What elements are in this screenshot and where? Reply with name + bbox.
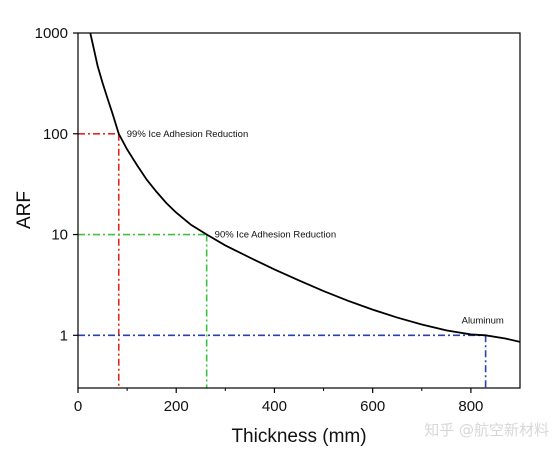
y-tick-label: 100 — [43, 126, 68, 143]
x-tick-label: 400 — [262, 398, 287, 415]
y-axis-title: ARF — [14, 191, 35, 229]
series-line-arf — [89, 32, 521, 343]
annotation-label: Aluminum — [462, 315, 504, 326]
annotations: 99% Ice Adhesion Reduction 90% Ice Adhesi… — [127, 129, 504, 327]
plot-frame — [77, 32, 521, 389]
y-tick-label: 10 — [51, 227, 68, 244]
annotation-label: 99% Ice Adhesion Reduction — [127, 129, 248, 140]
x-axis: 0 200 400 600 800 — [74, 388, 483, 415]
x-tick-label: 0 — [74, 398, 82, 415]
x-axis-title: Thickness (mm) — [231, 426, 366, 447]
x-tick-label: 600 — [360, 398, 385, 415]
y-tick-label: 1 — [60, 327, 68, 344]
annotation-label: 90% Ice Adhesion Reduction — [215, 230, 336, 241]
watermark-text: 知乎 @航空新材料 — [424, 421, 549, 439]
x-tick-label: 200 — [164, 398, 189, 415]
reference-lines — [78, 132, 487, 388]
y-tick-label: 1000 — [35, 25, 68, 42]
y-axis: 1 10 100 1000 — [35, 25, 78, 344]
x-tick-label: 800 — [458, 398, 483, 415]
